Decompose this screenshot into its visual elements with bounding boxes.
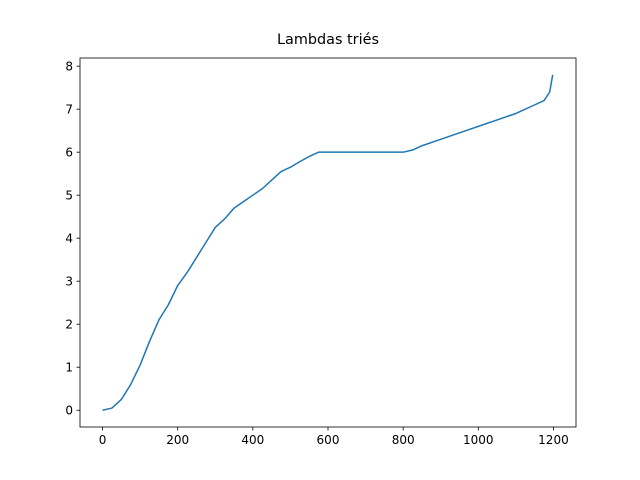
plot-area: [102, 74, 554, 411]
x-tick-label: 600: [317, 433, 340, 447]
y-tick-label: 6: [65, 146, 73, 160]
x-tick-label: 1000: [463, 433, 494, 447]
y-tick-label: 7: [65, 103, 73, 117]
y-tick-label: 4: [65, 232, 73, 246]
y-tick-label: 8: [65, 60, 73, 74]
x-tick-label: 0: [99, 433, 107, 447]
x-tick-label: 200: [166, 433, 189, 447]
x-tick-label: 1200: [538, 433, 569, 447]
data-line: [102, 74, 554, 411]
y-tick-label: 1: [65, 361, 73, 375]
x-tick-label: 400: [241, 433, 264, 447]
y-tick-label: 3: [65, 275, 73, 289]
y-tick-label: 0: [65, 404, 73, 418]
x-tick-label: 800: [392, 433, 415, 447]
y-tick-label: 2: [65, 318, 73, 332]
chart-title: Lambdas triés: [277, 32, 379, 48]
y-tick-label: 5: [65, 189, 73, 203]
